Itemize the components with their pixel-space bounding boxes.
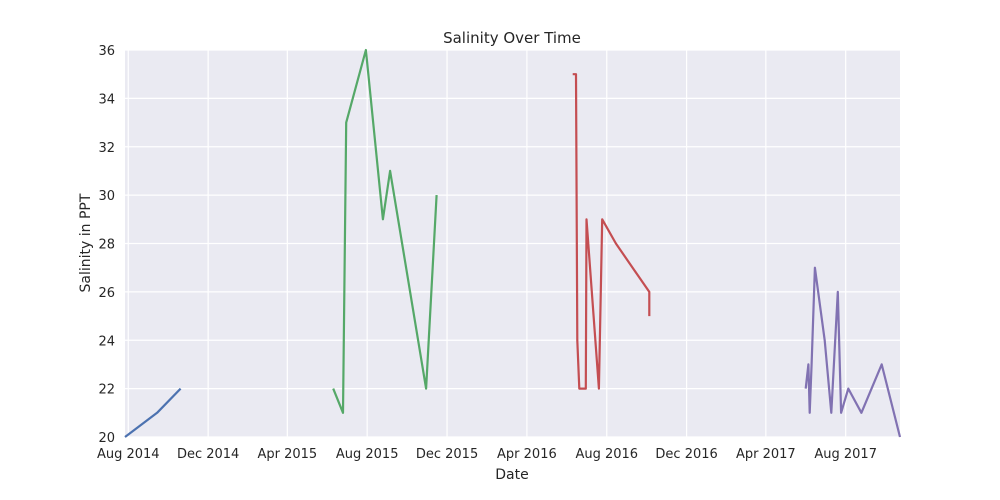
x-tick-label: Apr 2015 [257, 447, 317, 462]
x-tick-label: Aug 2015 [336, 447, 399, 462]
y-tick-labels: 20 22 24 26 28 30 32 34 36 [98, 44, 115, 446]
x-axis-label: Date [495, 467, 528, 483]
x-tick-label: Dec 2016 [655, 447, 717, 462]
y-tick-label: 32 [98, 141, 115, 156]
y-tick-label: 34 [98, 92, 115, 107]
y-tick-label: 22 [98, 383, 115, 398]
y-tick-label: 26 [98, 286, 115, 301]
x-tick-label: Apr 2017 [736, 447, 796, 462]
x-tick-label: Dec 2014 [177, 447, 239, 462]
y-tick-label: 20 [98, 431, 115, 446]
y-tick-label: 36 [98, 44, 115, 59]
chart-title: Salinity Over Time [443, 29, 581, 47]
series-line-1 [124, 387, 182, 438]
series-line-3 [572, 73, 651, 390]
x-tick-labels: Aug 2014 Dec 2014 Apr 2015 Aug 2015 Dec 2015… [97, 447, 877, 462]
x-tick-label: Aug 2017 [814, 447, 877, 462]
y-axis-label: Salinity in PPT [78, 193, 94, 292]
series-layer [124, 48, 902, 438]
y-tick-label: 28 [98, 238, 115, 253]
y-tick-label: 24 [98, 334, 115, 349]
gridlines [125, 49, 900, 438]
x-tick-label: Apr 2016 [497, 447, 557, 462]
x-tick-label: Dec 2015 [416, 447, 478, 462]
y-tick-label: 30 [98, 189, 115, 204]
x-tick-label: Aug 2016 [575, 447, 638, 462]
x-tick-label: Aug 2014 [97, 447, 160, 462]
series-line-4 [804, 266, 902, 438]
series-line-2 [332, 48, 438, 414]
